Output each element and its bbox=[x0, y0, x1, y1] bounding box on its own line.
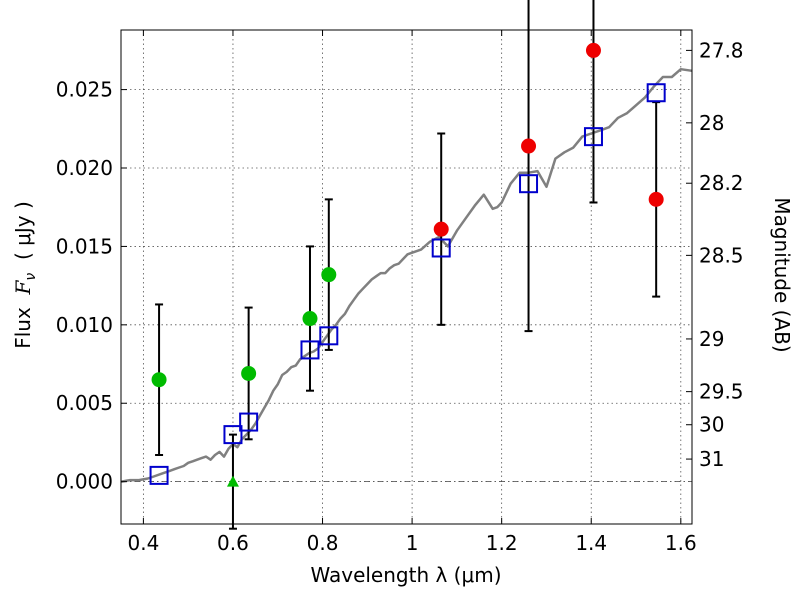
plot-frame bbox=[120, 29, 693, 525]
x-tick-label: 0.4 bbox=[127, 531, 159, 555]
y-axis-label-prefix: Flux bbox=[11, 294, 35, 348]
y-tick-label: 0.015 bbox=[56, 234, 113, 258]
y-axis-label-unit: ( μJy ) bbox=[11, 201, 35, 273]
right-tick-label: 28.2 bbox=[699, 171, 744, 195]
right-tick-label: 28 bbox=[699, 111, 724, 135]
hst-data-point bbox=[241, 365, 257, 381]
synthetic-photometry-square bbox=[149, 465, 169, 485]
ir-data-point bbox=[585, 42, 601, 58]
x-tick-label: 1.6 bbox=[665, 531, 697, 555]
y-tick-label: 0.020 bbox=[56, 156, 113, 180]
right-tick-label: 28.5 bbox=[699, 243, 744, 267]
x-tick-label: 1.2 bbox=[486, 531, 518, 555]
marker-layer bbox=[149, 42, 666, 487]
model-sed-line bbox=[120, 67, 693, 483]
synthetic-photometry-square bbox=[239, 412, 259, 432]
x-tick-label: 0.8 bbox=[307, 531, 339, 555]
synthetic-photometry-square bbox=[431, 238, 451, 258]
x-tick-label: 1 bbox=[406, 531, 419, 555]
right-tick-label: 29 bbox=[699, 327, 724, 351]
y-tick-label: 0.025 bbox=[56, 78, 113, 102]
model-sed-layer bbox=[120, 67, 693, 483]
right-axis-label: Magnitude (AB) bbox=[770, 197, 794, 352]
ticks: 0.4 0.6 0.8 1 1.2 1.4 1.6 0.000 0.005 0.010 0.015 0… bbox=[56, 30, 744, 555]
y-axis-label-subscript: ν bbox=[23, 273, 39, 281]
hst-data-point bbox=[151, 372, 167, 388]
right-tick-label: 31 bbox=[699, 447, 724, 471]
y-axis-label: Flux Fν ( μJy ) bbox=[11, 201, 39, 349]
x-tick-label: 0.6 bbox=[217, 531, 249, 555]
x-axis-label: Wavelength λ (μm) bbox=[310, 563, 501, 587]
synthetic-photometry-square bbox=[319, 326, 339, 346]
upper-limit-marker bbox=[226, 475, 239, 487]
right-tick-label: 27.8 bbox=[699, 38, 744, 62]
hst-data-point bbox=[302, 311, 318, 327]
y-tick-label: 0.010 bbox=[56, 313, 113, 337]
ir-data-point bbox=[433, 221, 449, 237]
hst-data-point bbox=[321, 267, 337, 283]
synthetic-photometry-square bbox=[519, 174, 539, 194]
x-tick-label: 1.4 bbox=[575, 531, 607, 555]
grid bbox=[121, 30, 692, 524]
synthetic-photometry-square bbox=[223, 425, 243, 445]
synthetic-photometry-square bbox=[646, 83, 666, 103]
y-axis-label-symbol: F bbox=[11, 279, 35, 295]
right-tick-label: 29.5 bbox=[699, 380, 744, 404]
synthetic-photometry-square bbox=[300, 340, 320, 360]
y-tick-label: 0.000 bbox=[56, 470, 113, 494]
y-tick-label: 0.005 bbox=[56, 391, 113, 415]
ir-data-point bbox=[521, 138, 537, 154]
right-tick-label: 30 bbox=[699, 413, 724, 437]
ir-data-point bbox=[648, 191, 664, 207]
synthetic-photometry-square bbox=[583, 127, 603, 147]
